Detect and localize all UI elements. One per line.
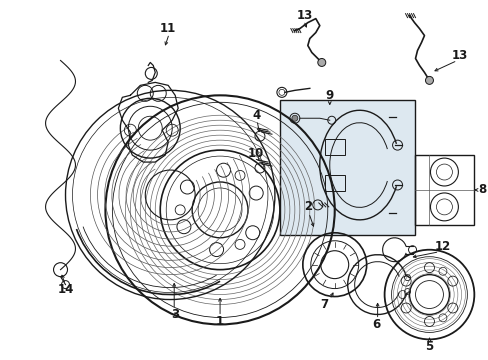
Text: 1: 1 [216,315,224,328]
Text: 13: 13 [450,49,467,62]
Bar [279,100,414,235]
Text: 12: 12 [433,240,449,253]
Text: 8: 8 [477,184,486,197]
Bar [414,155,473,225]
Bar [324,175,344,191]
Text: 2: 2 [303,201,311,213]
Bar [324,139,344,155]
Text: 4: 4 [252,109,261,122]
Circle shape [425,76,432,84]
Text: 11: 11 [160,22,176,35]
Text: 6: 6 [372,318,380,331]
Text: 7: 7 [320,298,328,311]
Text: 13: 13 [296,9,312,22]
Text: 3: 3 [171,308,179,321]
Text: 9: 9 [325,89,333,102]
Text: 14: 14 [57,283,74,296]
Circle shape [317,58,325,67]
Text: 10: 10 [247,147,264,159]
Circle shape [291,115,297,121]
Text: 5: 5 [425,340,433,353]
